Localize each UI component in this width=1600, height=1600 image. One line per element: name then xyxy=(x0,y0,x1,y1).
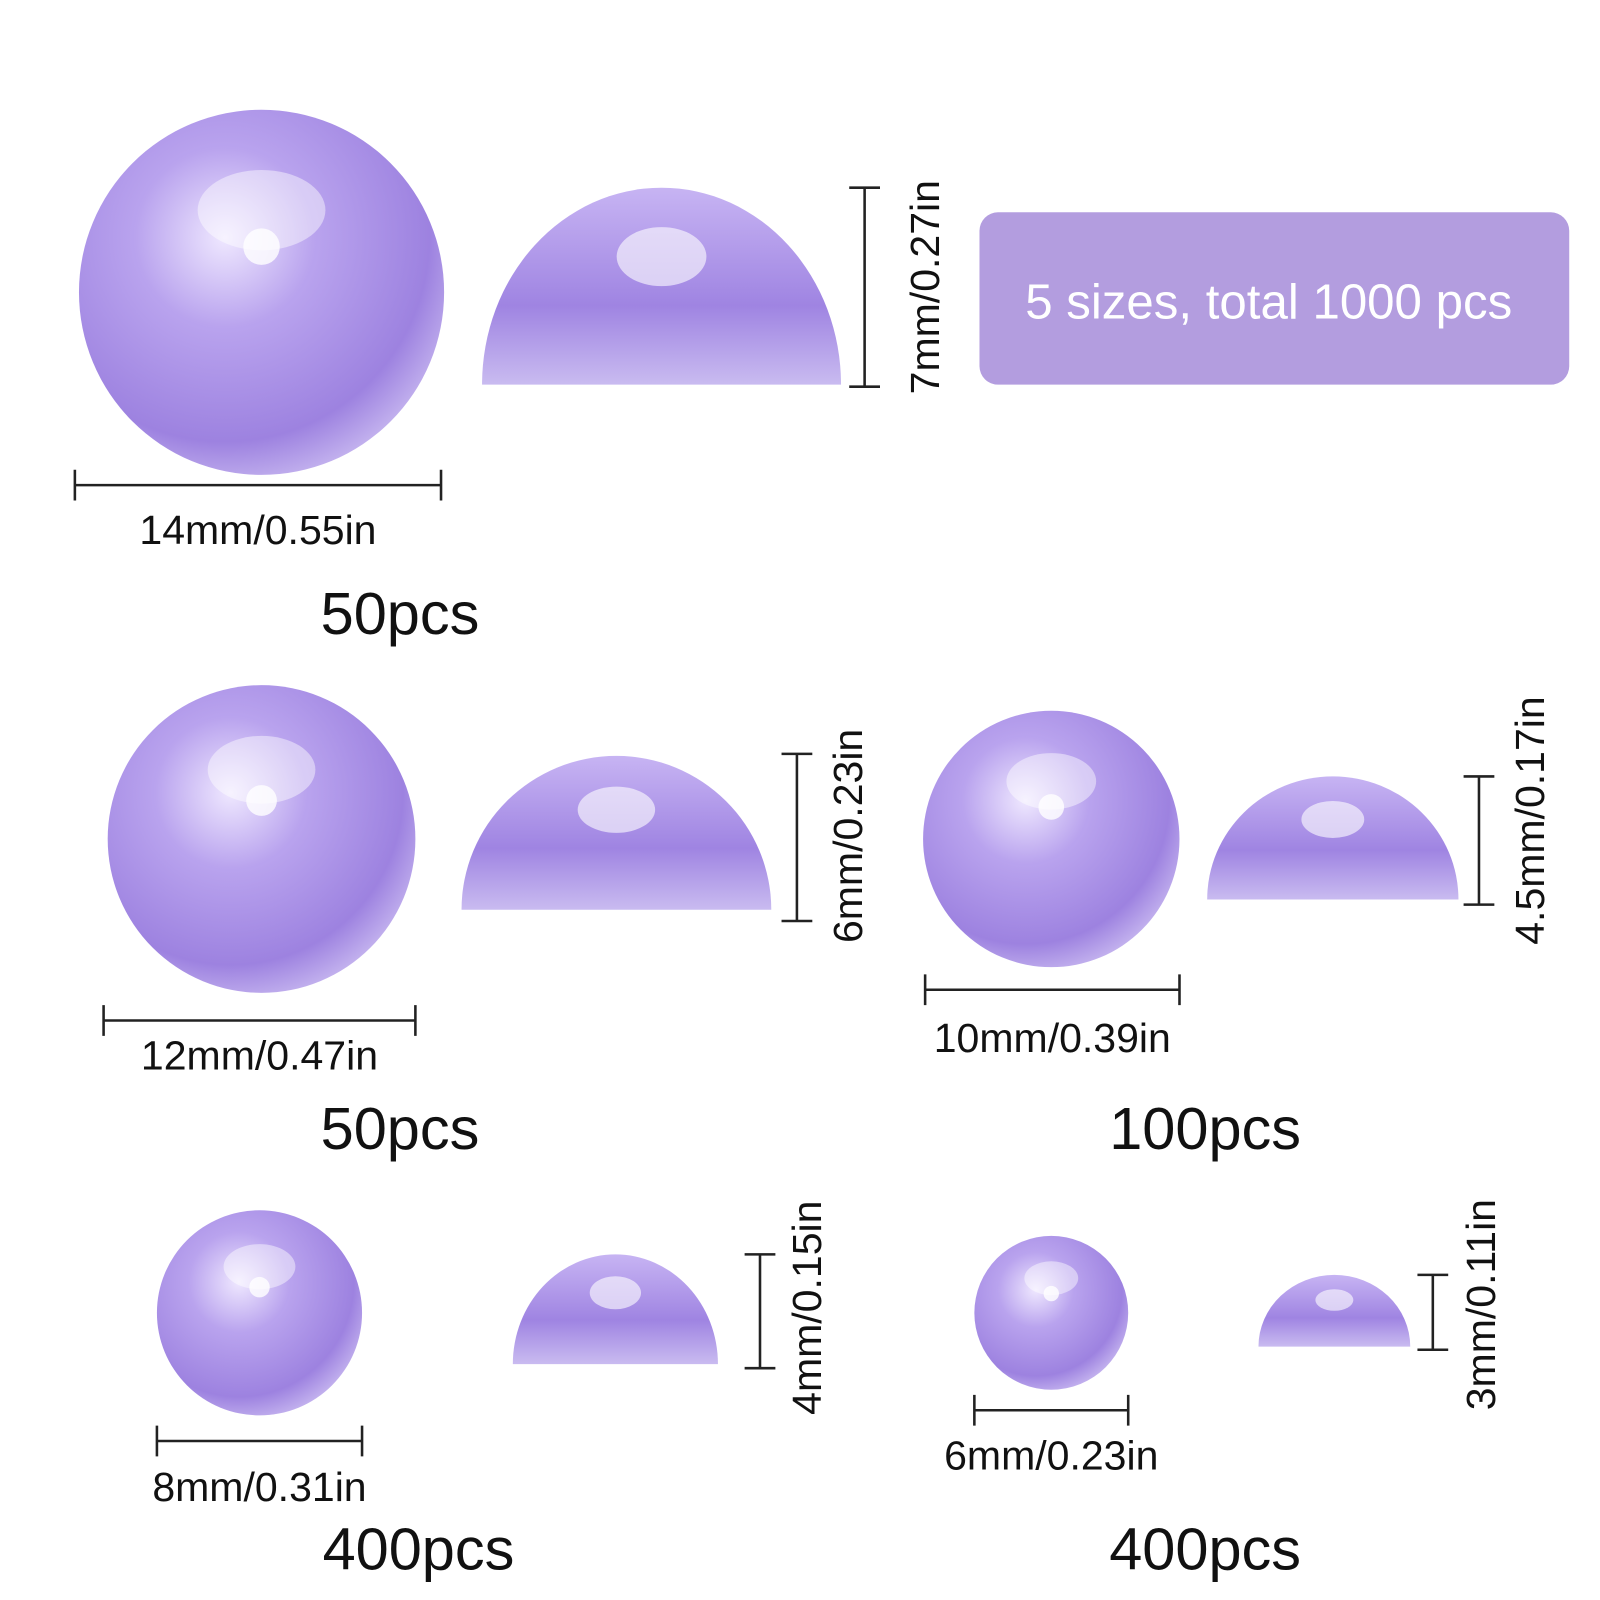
width-bracket xyxy=(155,1425,364,1457)
height-label: 4mm/0.15in xyxy=(784,1201,830,1415)
pearl xyxy=(974,1235,1129,1390)
height-label: 3mm/0.11in xyxy=(1458,1199,1504,1410)
quantity: 50pcs xyxy=(321,1095,480,1162)
pearl xyxy=(923,710,1180,968)
quantity: 50pcs xyxy=(321,580,480,647)
quantity: 400pcs xyxy=(323,1516,515,1583)
pearl-shine xyxy=(1043,1285,1059,1302)
pearl xyxy=(78,109,445,475)
height-bracket xyxy=(1417,1273,1449,1352)
quantity: 100pcs xyxy=(1109,1095,1301,1162)
height-label: 4.5mm/0.17in xyxy=(1507,696,1553,945)
pearl-highlight xyxy=(1006,753,1097,810)
half-pearl xyxy=(512,1254,718,1365)
half-pearl-shine xyxy=(1315,1289,1354,1311)
half-pearl-shine xyxy=(577,786,656,833)
badge-text: 5 sizes, total 1000 pcs xyxy=(1025,275,1512,330)
half-pearl xyxy=(1207,776,1459,900)
pearl-highlight xyxy=(1024,1261,1079,1296)
pearl-shine xyxy=(243,228,280,265)
diameter-label: 10mm/0.39in xyxy=(934,1015,1171,1061)
half-pearl-shine xyxy=(589,1276,642,1310)
height-bracket xyxy=(1463,775,1495,906)
width-bracket xyxy=(973,1394,1130,1426)
half-pearl-shine xyxy=(616,227,707,287)
pearl-highlight xyxy=(223,1244,296,1290)
height-label: 6mm/0.23in xyxy=(825,729,871,943)
half-pearl xyxy=(461,755,772,910)
height-bracket xyxy=(781,752,813,923)
height-bracket xyxy=(849,186,880,388)
quantity: 400pcs xyxy=(1109,1516,1301,1583)
pearl-shine xyxy=(1038,794,1065,820)
height-bracket xyxy=(744,1253,776,1370)
pearl-highlight xyxy=(197,169,326,251)
width-bracket xyxy=(923,974,1181,1006)
width-bracket xyxy=(102,1005,417,1036)
diameter-label: 12mm/0.47in xyxy=(141,1032,378,1078)
diameter-label: 14mm/0.55in xyxy=(139,507,376,553)
half-pearl-shine xyxy=(1301,801,1365,838)
width-bracket xyxy=(73,469,443,501)
half-pearl xyxy=(482,187,842,385)
pearl xyxy=(156,1210,363,1416)
pearl-shine xyxy=(249,1276,270,1298)
pearl-highlight xyxy=(207,735,316,804)
height-label: 7mm/0.27in xyxy=(902,180,948,394)
diameter-label: 8mm/0.31in xyxy=(152,1464,366,1510)
pearl xyxy=(107,685,416,993)
pearl-shine xyxy=(246,785,277,816)
badge xyxy=(979,212,1570,385)
diameter-label: 6mm/0.23in xyxy=(944,1432,1158,1478)
